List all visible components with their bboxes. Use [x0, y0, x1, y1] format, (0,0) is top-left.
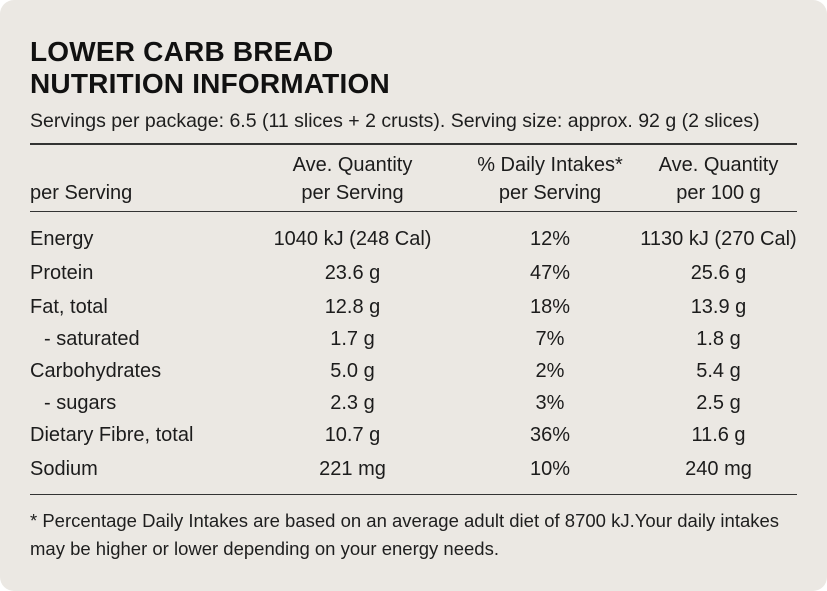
nutrient-name: Fat, total	[30, 296, 108, 318]
table-row: Carbohydrates 5.0 g 2% 5.4 g	[30, 354, 797, 388]
table-row: Dietary Fibre, total 10.7 g 36% 11.6 g	[30, 418, 797, 452]
daily-intake-value: 36%	[529, 424, 571, 446]
per-serving-value: 23.6 g	[324, 262, 381, 284]
header-col1-line2: per Serving	[301, 182, 404, 204]
per-serving-value: 1040 kJ (248 Cal)	[273, 228, 432, 250]
per-serving-value: 5.0 g	[330, 360, 375, 382]
servings-info: Servings per package: 6.5 (11 slices + 2…	[30, 110, 760, 132]
nutrient-name: - saturated	[44, 328, 140, 350]
daily-intake-value: 18%	[529, 296, 571, 318]
per-100g-value: 13.9 g	[690, 296, 747, 318]
header-col1-line1: Ave. Quantity	[292, 154, 413, 176]
header-avg-quantity-100g: Ave. Quantity per 100 g	[640, 151, 797, 211]
footer-divider	[30, 494, 797, 495]
per-serving-value: 1.7 g	[330, 328, 375, 350]
per-100g-value: 1.8 g	[696, 328, 741, 350]
daily-intake-value: 47%	[529, 262, 571, 284]
table-row: Sodium 221 mg 10% 240 mg	[30, 452, 797, 486]
daily-intake-value: 10%	[529, 458, 571, 480]
per-100g-value: 240 mg	[685, 458, 752, 480]
product-title: LOWER CARB BREAD NUTRITION INFORMATION	[30, 36, 797, 100]
per-serving-value: 2.3 g	[330, 392, 375, 414]
nutrient-name: - sugars	[44, 392, 117, 414]
daily-intake-value: 7%	[535, 328, 565, 350]
title-line-2: NUTRITION INFORMATION	[30, 68, 390, 99]
nutrient-name: Sodium	[30, 458, 98, 480]
header-col3-line2: per 100 g	[676, 182, 761, 204]
header-per-serving: per Serving	[30, 182, 133, 204]
header-avg-quantity-serving: Ave. Quantity per Serving	[245, 151, 460, 211]
table-row: - sugars 2.3 g 3% 2.5 g	[30, 388, 797, 418]
daily-intake-value: 2%	[535, 360, 565, 382]
per-100g-value: 25.6 g	[690, 262, 747, 284]
header-daily-intakes: % Daily Intakes* per Serving	[460, 151, 640, 211]
per-100g-value: 1130 kJ (270 Cal)	[640, 228, 797, 250]
table-row: Fat, total 12.8 g 18% 13.9 g	[30, 290, 797, 324]
table-row: Energy 1040 kJ (248 Cal) 12% 1130 kJ (27…	[30, 222, 797, 256]
footnote: * Percentage Daily Intakes are based on …	[30, 510, 780, 559]
per-serving-value: 12.8 g	[324, 296, 381, 318]
title-line-1: LOWER CARB BREAD	[30, 36, 334, 67]
nutrient-table-body: Energy 1040 kJ (248 Cal) 12% 1130 kJ (27…	[30, 212, 797, 486]
header-col2-line1: % Daily Intakes*	[477, 154, 623, 176]
per-serving-value: 10.7 g	[324, 424, 381, 446]
table-row: Protein 23.6 g 47% 25.6 g	[30, 256, 797, 290]
per-100g-value: 5.4 g	[696, 360, 741, 382]
header-top-divider	[30, 143, 797, 145]
nutrient-name: Carbohydrates	[30, 360, 162, 382]
header-col3-line1: Ave. Quantity	[658, 154, 779, 176]
per-serving-value: 221 mg	[319, 458, 386, 480]
table-row: - saturated 1.7 g 7% 1.8 g	[30, 324, 797, 354]
nutrient-name: Dietary Fibre, total	[30, 424, 194, 446]
daily-intake-value: 3%	[535, 392, 565, 414]
per-100g-value: 11.6 g	[691, 424, 746, 446]
daily-intake-value: 12%	[529, 228, 571, 250]
nutrient-name: Energy	[30, 228, 94, 250]
header-col2-line2: per Serving	[498, 182, 602, 204]
nutrient-name: Protein	[30, 262, 94, 284]
header-bottom-divider	[30, 211, 797, 212]
per-100g-value: 2.5 g	[696, 392, 741, 414]
table-header-row: per Serving Ave. Quantity per Serving % …	[30, 145, 797, 211]
